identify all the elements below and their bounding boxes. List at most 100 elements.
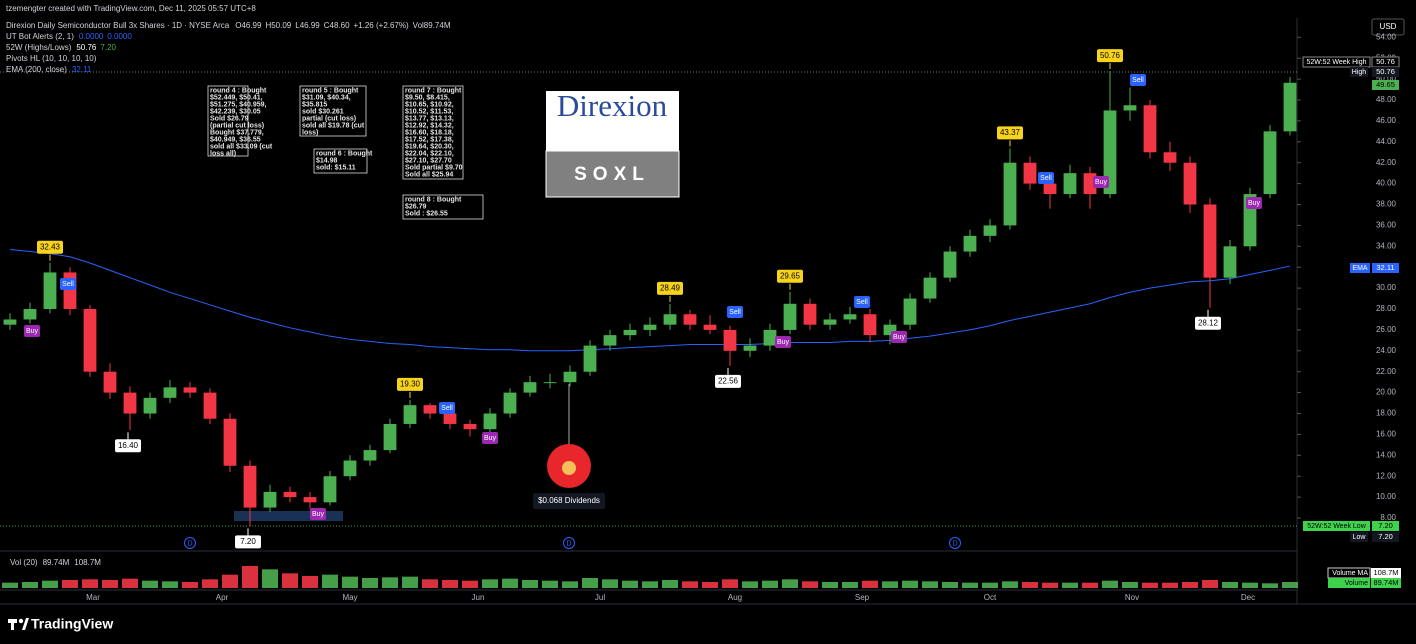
ohlc-value: H50.09 <box>265 21 291 30</box>
signal-label: Buy <box>893 334 906 341</box>
price-tag-name: EMA <box>1352 265 1368 272</box>
price-tag-name: High <box>1352 69 1367 76</box>
price-tag-name: Low <box>1353 534 1367 541</box>
price-tag-box <box>1372 532 1399 542</box>
candle <box>503 388 517 418</box>
candle <box>1223 240 1237 284</box>
note-line: Sold : $26.55 <box>405 210 448 217</box>
high-flag-label: 29.65 <box>780 271 801 280</box>
candle-body <box>423 405 437 414</box>
currency: USD <box>1380 22 1397 31</box>
candle-body <box>283 491 297 498</box>
candle-body <box>783 303 797 330</box>
indicator-value: 32.11 <box>72 65 92 74</box>
y-tick-label: 34.00 <box>1376 241 1397 250</box>
price-tag-name-box <box>1303 521 1370 531</box>
indicator-name: EMA (200, close) <box>6 65 67 74</box>
note-line: $19.64, $20.30, <box>405 143 454 150</box>
candle-body <box>203 392 217 419</box>
volume-bar <box>102 580 118 588</box>
ohlc-value: O46.99 <box>235 21 262 30</box>
y-tick-label: 48.00 <box>1376 95 1397 104</box>
volume-bar <box>702 582 718 588</box>
volume-bar <box>1282 582 1298 588</box>
volume-bar <box>282 573 298 588</box>
volume-bar <box>582 578 598 588</box>
candle <box>1263 125 1277 199</box>
volume-bar <box>822 582 838 588</box>
candle-body <box>143 397 157 414</box>
volume-bar <box>802 581 818 588</box>
candle-body <box>943 251 957 278</box>
note-line: $22.04, $22.10, <box>405 150 454 157</box>
note-line: partial (cut loss) <box>302 115 356 122</box>
high-flag-label: 43.37 <box>1000 128 1021 137</box>
volume-bar <box>222 574 238 588</box>
price-tag-label: 7.20 <box>1378 532 1393 541</box>
candle-body <box>1063 173 1077 195</box>
candle-body <box>723 329 737 351</box>
candle <box>943 246 957 282</box>
volume-bar <box>922 581 938 588</box>
candle-body <box>583 345 597 372</box>
low-flag <box>235 535 261 549</box>
volume-bar <box>462 580 478 588</box>
low-flag <box>1195 316 1221 330</box>
candle <box>303 491 317 509</box>
candle <box>1283 77 1297 136</box>
note-line: Sold $26.79 <box>210 115 249 122</box>
y-tick-label: 18.00 <box>1376 409 1397 418</box>
candle <box>643 317 657 337</box>
candle <box>1023 156 1037 190</box>
volume-bar <box>662 580 678 588</box>
candle-body <box>1003 162 1017 226</box>
volume-bar <box>642 581 658 588</box>
volume-bar <box>402 576 418 588</box>
volume-bar <box>362 578 378 588</box>
volume-tag-label: 89.74M <box>1373 578 1398 587</box>
dividend-bag <box>562 461 576 475</box>
candle-body <box>83 309 97 372</box>
y-tick-label: 10.00 <box>1376 492 1397 501</box>
high-flag-label: 28.49 <box>660 284 681 293</box>
signal-label: Sell <box>1040 175 1052 182</box>
candle <box>803 298 817 330</box>
signal-label: Buy <box>1095 179 1108 186</box>
volume-bar <box>962 582 978 588</box>
candle <box>883 319 897 345</box>
y-tick-label: 24.00 <box>1376 346 1397 355</box>
ohlc-value: L46.99 <box>295 21 320 30</box>
signal-tag <box>727 306 743 318</box>
candle <box>1203 198 1217 308</box>
logo-ticker: SOXL <box>574 164 650 185</box>
high-flag <box>1097 49 1123 63</box>
ohlc-value: Vol89.74M <box>413 21 451 30</box>
event-marker <box>949 537 961 549</box>
note-line: $16.60, $18.18, <box>405 129 454 136</box>
note-line: $14.98 <box>316 157 338 164</box>
price-tag-name-box <box>1350 67 1368 77</box>
low-flag-label: 22.56 <box>718 376 739 385</box>
candle-body <box>23 309 37 320</box>
logo-bottom <box>546 151 679 197</box>
footer-brand: TradingView <box>31 616 113 632</box>
candle-body <box>223 418 237 466</box>
currency-box <box>1371 18 1405 36</box>
volume-bar <box>122 578 138 588</box>
signal-tag <box>482 432 498 444</box>
candle <box>43 262 57 314</box>
note-line: $27.10, $27.70 <box>405 157 452 164</box>
volume-bar <box>1142 582 1158 588</box>
signal-tag <box>1130 74 1146 86</box>
signal-tag <box>854 296 870 308</box>
candle <box>143 392 157 419</box>
note-line: $10.52, $11.53, <box>405 108 453 115</box>
signal-tag <box>60 278 76 290</box>
candle-body <box>1163 152 1177 163</box>
volume-bar <box>1202 580 1218 588</box>
logo-mark <box>22 618 29 630</box>
candle-body <box>843 314 857 320</box>
volume-bar <box>1162 582 1178 588</box>
price-tag-label: 7.20 <box>1378 521 1393 530</box>
volume-bar <box>82 579 98 588</box>
